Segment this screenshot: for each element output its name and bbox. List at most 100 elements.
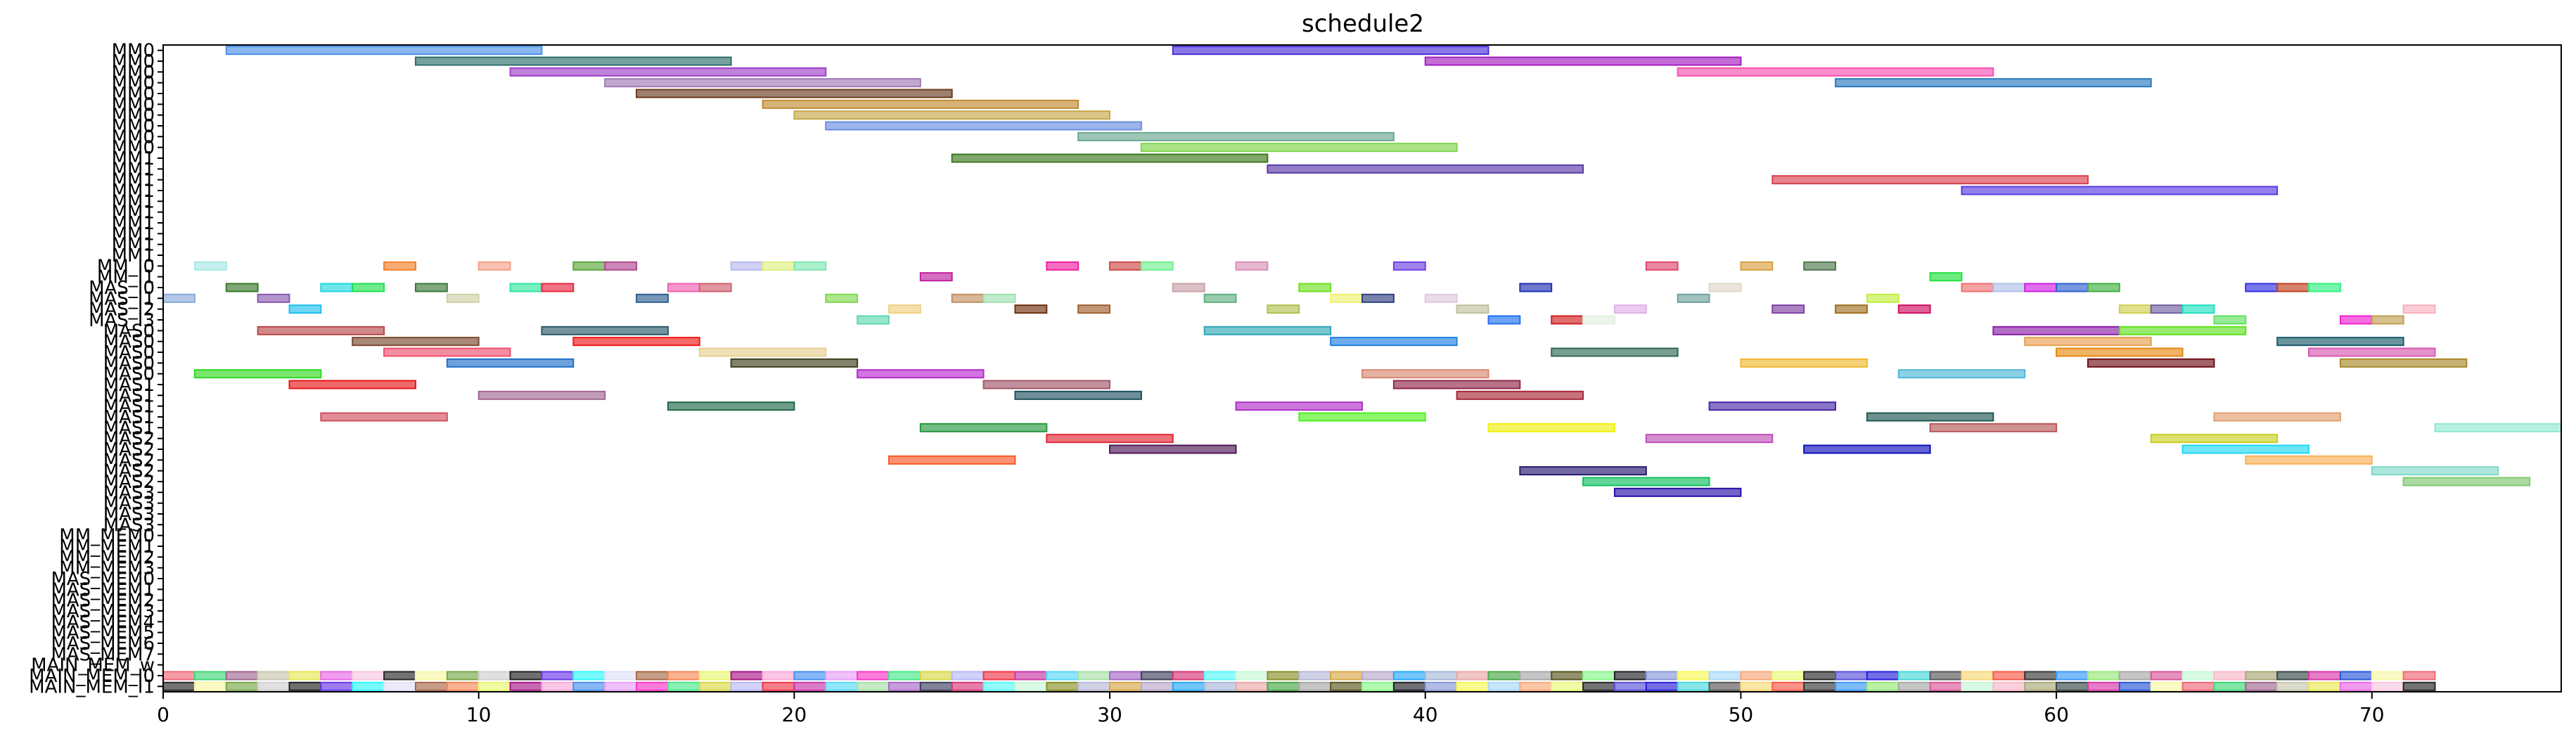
main-mem-cell <box>1014 681 1048 691</box>
y-tick-label: MM1 <box>112 245 155 266</box>
main-mem-cell <box>698 671 732 681</box>
task-bar <box>1803 444 1931 454</box>
task-bar <box>698 347 827 357</box>
task-bar <box>636 89 953 98</box>
plot-frame <box>162 44 2562 692</box>
task-bar <box>1361 293 1395 303</box>
y-tick-label: MAS0 <box>103 342 155 363</box>
task-bar <box>193 369 322 379</box>
main-mem-cell <box>2150 671 2184 681</box>
main-mem-cell <box>2371 671 2404 681</box>
task-bar <box>1424 293 1458 303</box>
main-mem-cell <box>2056 671 2089 681</box>
task-bar <box>1140 143 1458 153</box>
main-mem-cell <box>636 681 669 691</box>
task-bar <box>541 283 575 292</box>
main-mem-cell <box>1613 681 1647 691</box>
main-mem-cell <box>2087 681 2120 691</box>
main-mem-cell <box>446 681 480 691</box>
main-mem-cell <box>225 671 259 681</box>
main-mem-cell <box>762 671 795 681</box>
main-mem-cell <box>1140 681 1174 691</box>
main-mem-cell <box>2276 681 2310 691</box>
main-mem-cell <box>1361 681 1395 691</box>
y-tick-label: MAS2 <box>103 472 155 493</box>
y-tick-label: MAS_I0 <box>89 278 155 299</box>
task-bar <box>825 121 1142 131</box>
main-mem-cell <box>2150 681 2184 691</box>
main-mem-cell <box>1645 671 1679 681</box>
y-tick-label: MAS1 <box>103 397 155 418</box>
task-bar <box>1929 423 2058 432</box>
task-bar <box>1771 175 2089 185</box>
task-bar <box>1046 434 1174 444</box>
main-mem-cell <box>1771 671 1805 681</box>
task-bar <box>982 293 1016 303</box>
main-mem-cell <box>162 681 196 691</box>
y-tick-label: MM0 <box>112 127 155 148</box>
main-mem-cell <box>951 681 985 691</box>
task-bar <box>1519 466 1647 476</box>
task-bar <box>1235 261 1269 271</box>
main-mem-cell <box>1582 681 1615 691</box>
main-mem-cell <box>887 671 921 681</box>
main-mem-cell <box>2213 681 2247 691</box>
task-bar <box>1172 283 1205 292</box>
main-mem-cell <box>667 681 700 691</box>
task-bar <box>2056 283 2089 292</box>
main-mem-cell <box>2213 671 2247 681</box>
main-mem-cell <box>636 671 669 681</box>
main-mem-cell <box>1424 671 1458 681</box>
main-mem-cell <box>446 671 480 681</box>
task-bar <box>825 293 859 303</box>
main-mem-cell <box>1677 671 1710 681</box>
main-mem-cell <box>825 681 859 691</box>
y-tick-label: MM0 <box>112 62 155 83</box>
main-mem-cell <box>1077 671 1111 681</box>
task-bar <box>1424 56 1742 66</box>
task-bar <box>572 337 700 347</box>
task-bar <box>572 261 606 271</box>
task-bar <box>288 304 322 314</box>
task-bar <box>1835 304 1868 314</box>
task-bar <box>257 293 290 303</box>
main-mem-cell <box>1203 681 1237 691</box>
main-mem-cell <box>1109 681 1142 691</box>
main-mem-cell <box>1897 671 1931 681</box>
main-mem-cell <box>1392 671 1426 681</box>
task-bar <box>1803 261 1837 271</box>
main-mem-cell <box>1235 681 1269 691</box>
y-tick-label: MAS_MEM0 <box>51 569 155 590</box>
main-mem-cell <box>604 681 638 691</box>
task-bar <box>1014 390 1142 400</box>
task-bar <box>1677 293 1710 303</box>
x-tick-label: 20 <box>782 703 807 726</box>
task-bar <box>1740 261 1774 271</box>
main-mem-cell <box>604 671 638 681</box>
task-bar <box>1992 283 2026 292</box>
main-mem-cell <box>1203 671 1237 681</box>
main-mem-cell <box>1551 671 1584 681</box>
main-mem-cell <box>982 671 1016 681</box>
task-bar <box>667 283 700 292</box>
task-bar <box>919 272 953 282</box>
y-tick-label: MM1 <box>112 224 155 245</box>
main-mem-cell <box>698 681 732 691</box>
task-bar <box>793 261 827 271</box>
task-bar <box>2118 304 2152 314</box>
task-bar <box>1077 304 1111 314</box>
task-bar <box>857 315 890 325</box>
task-bar <box>225 46 543 56</box>
main-mem-cell <box>1803 681 1837 691</box>
chart-title: schedule2 <box>1302 10 1424 38</box>
main-mem-cell <box>1835 681 1868 691</box>
task-bar <box>793 110 1111 120</box>
main-mem-cell <box>288 671 322 681</box>
main-mem-cell <box>667 671 700 681</box>
task-bar <box>982 380 1111 389</box>
task-bar <box>257 326 385 335</box>
main-mem-cell <box>257 681 290 691</box>
main-mem-cell <box>1929 671 1963 681</box>
main-mem-cell <box>730 671 764 681</box>
main-mem-cell <box>320 671 354 681</box>
